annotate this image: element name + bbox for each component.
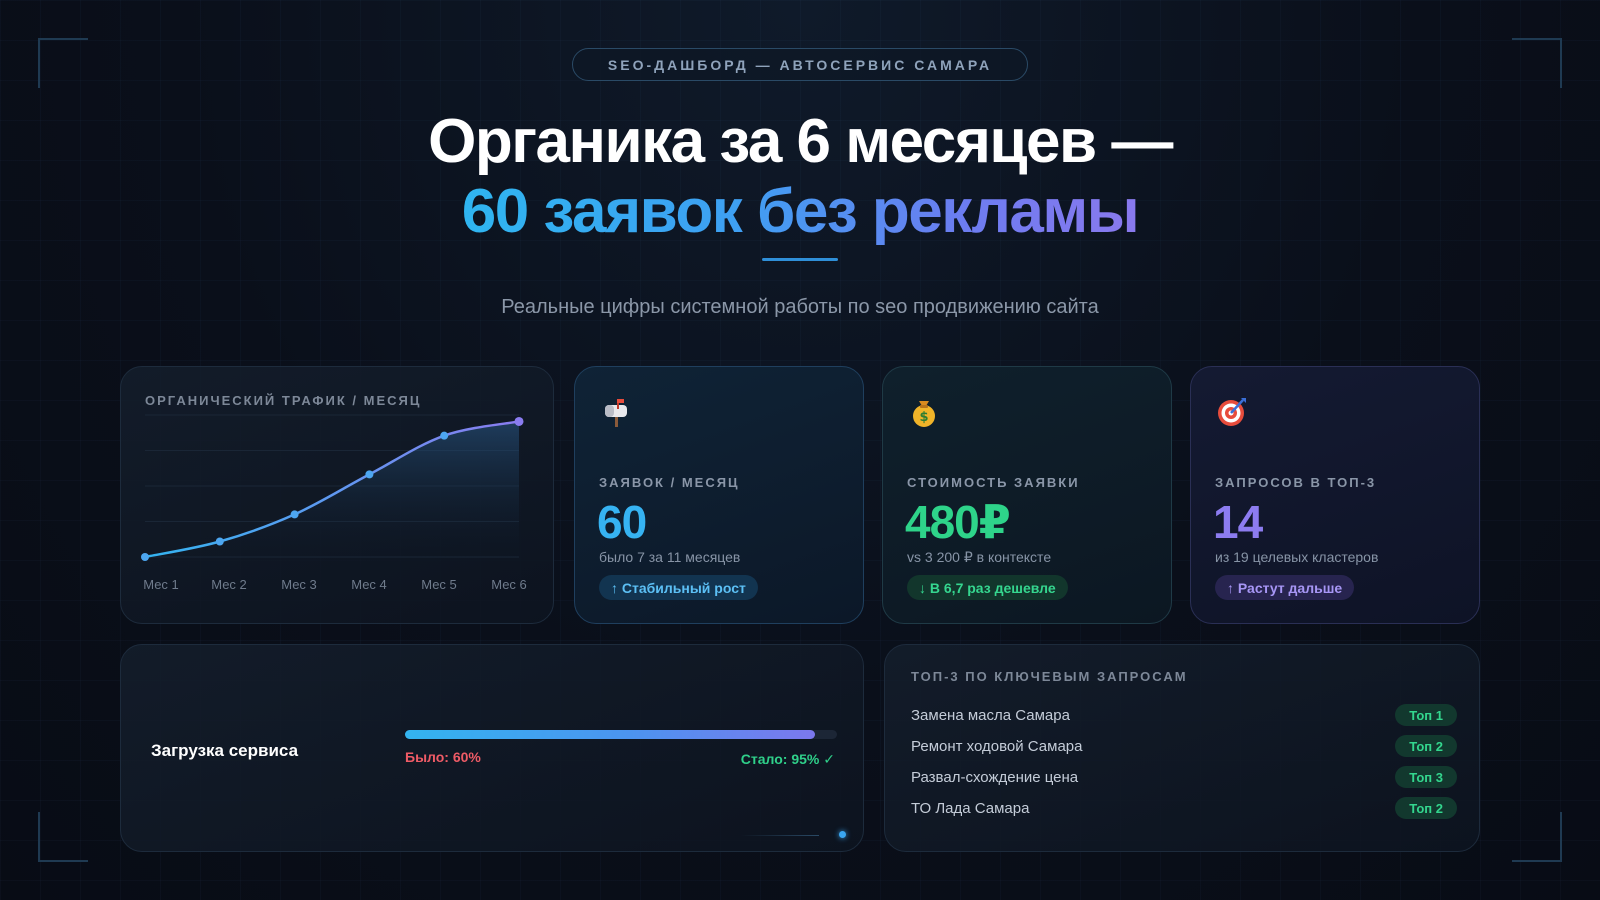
- corner-bracket: [1512, 812, 1562, 862]
- service-load-card: Загрузка сервиса Было: 60% Стало: 95% ✓: [120, 644, 864, 852]
- stat-label: ЗАЯВОК / МЕСЯЦ: [599, 475, 740, 490]
- mailbox-icon: [605, 399, 627, 427]
- data-point: [215, 537, 224, 546]
- stat-label: СТОИМОСТЬ ЗАЯВКИ: [907, 475, 1080, 490]
- svg-text:$: $: [919, 410, 928, 425]
- headline-line2-text: 60 заявок без рекламы: [461, 177, 1140, 246]
- traffic-area: [145, 421, 519, 557]
- top3-title: ТОП-3 ПО КЛЮЧЕВЫМ ЗАПРОСАМ: [911, 669, 1188, 684]
- x-tick-label: Мес 3: [281, 577, 317, 592]
- data-point: [290, 510, 299, 519]
- money-bag-icon: $: [913, 401, 935, 427]
- dashboard-pill: SEO-ДАШБОРД — АВТОСЕРВИС САМАРА: [572, 48, 1028, 81]
- corner-bracket: [38, 812, 88, 862]
- x-tick-label: Мес 5: [421, 577, 457, 592]
- keyword-position-badge: Топ 1: [1395, 704, 1457, 726]
- stat-value: 480₽: [905, 496, 1011, 548]
- x-tick-label: Мес 6: [491, 577, 527, 592]
- load-label: Загрузка сервиса: [151, 741, 299, 760]
- stat-value: 60: [597, 496, 647, 548]
- corner-bracket: [1512, 38, 1562, 88]
- headline-line1: Органика за 6 месяцев —: [428, 107, 1173, 176]
- x-tick-label: Мес 1: [143, 577, 179, 592]
- stat-note: из 19 целевых кластеров: [1215, 549, 1379, 565]
- target-icon: [1218, 398, 1246, 426]
- subtitle: Реальные цифры системной работы по seo п…: [501, 296, 1099, 318]
- traffic-chart-card: Мес 1 Мес 2 Мес 3 Мес 4 Мес 5 Мес 6 ОРГАНИЧЕС…: [120, 366, 554, 624]
- requests-card: ЗАЯВОК / МЕСЯЦ 60 было 7 за 11 месяцев ↑…: [574, 366, 864, 624]
- chart-title: ОРГАНИЧЕСКИЙ ТРАФИК / МЕСЯЦ: [145, 393, 422, 408]
- stat-value: 14: [1213, 496, 1263, 548]
- stat-badge: ↑ Растут дальше: [1215, 575, 1355, 600]
- top3-count-card: ЗАПРОСОВ В ТОП-3 14 из 19 целевых класте…: [1190, 366, 1480, 624]
- x-tick-label: Мес 2: [211, 577, 247, 592]
- data-point: [141, 553, 149, 561]
- data-point: [514, 416, 524, 426]
- keyword-row: Развал-схождение цена Топ 3: [911, 765, 1457, 789]
- keyword-row: ТО Лада Самара Топ 2: [911, 796, 1457, 820]
- stat-badge: ↑ Стабильный рост: [599, 575, 758, 600]
- keyword-position-badge: Топ 2: [1395, 797, 1457, 819]
- keyword-position-badge: Топ 3: [1395, 766, 1457, 788]
- headline-line2: 60 заявок без рекламы: [0, 176, 1600, 247]
- data-point: [365, 470, 374, 479]
- keyword-row: Ремонт ходовой Самара Топ 2: [911, 734, 1457, 758]
- keyword-query: Ремонт ходовой Самара: [911, 737, 1083, 755]
- stat-label: ЗАПРОСОВ В ТОП-3: [1215, 475, 1377, 490]
- load-progress-fill: [405, 730, 816, 739]
- decorative-dot: [839, 831, 846, 838]
- load-now: Стало: 95% ✓: [740, 751, 835, 767]
- keyword-row: Замена масла Самара Топ 1: [911, 703, 1457, 727]
- keyword-query: ТО Лада Самара: [911, 799, 1030, 817]
- decorative-line: [741, 835, 819, 836]
- traffic-chart: Мес 1 Мес 2 Мес 3 Мес 4 Мес 5 Мес 6: [141, 414, 527, 592]
- keyword-query: Замена масла Самара: [911, 706, 1070, 724]
- keyword-query: Развал-схождение цена: [911, 768, 1079, 786]
- cost-card: $ СТОИМОСТЬ ЗАЯВКИ 480₽ vs 3 200 ₽ в кон…: [882, 366, 1172, 624]
- headline-underline: [762, 258, 838, 261]
- stat-note: vs 3 200 ₽ в контексте: [907, 549, 1052, 565]
- data-point: [440, 431, 449, 440]
- corner-bracket: [38, 38, 88, 88]
- keyword-position-badge: Топ 2: [1395, 735, 1457, 757]
- load-progress-track: [405, 730, 837, 739]
- stat-badge: ↓ В 6,7 раз дешевле: [907, 575, 1068, 600]
- load-was: Было: 60%: [405, 749, 481, 765]
- top3-keywords-card: ТОП-3 ПО КЛЮЧЕВЫМ ЗАПРОСАМ Замена масла …: [884, 644, 1480, 852]
- x-tick-label: Мес 4: [351, 577, 387, 592]
- traffic-line: [144, 420, 520, 559]
- stat-note: было 7 за 11 месяцев: [599, 549, 741, 565]
